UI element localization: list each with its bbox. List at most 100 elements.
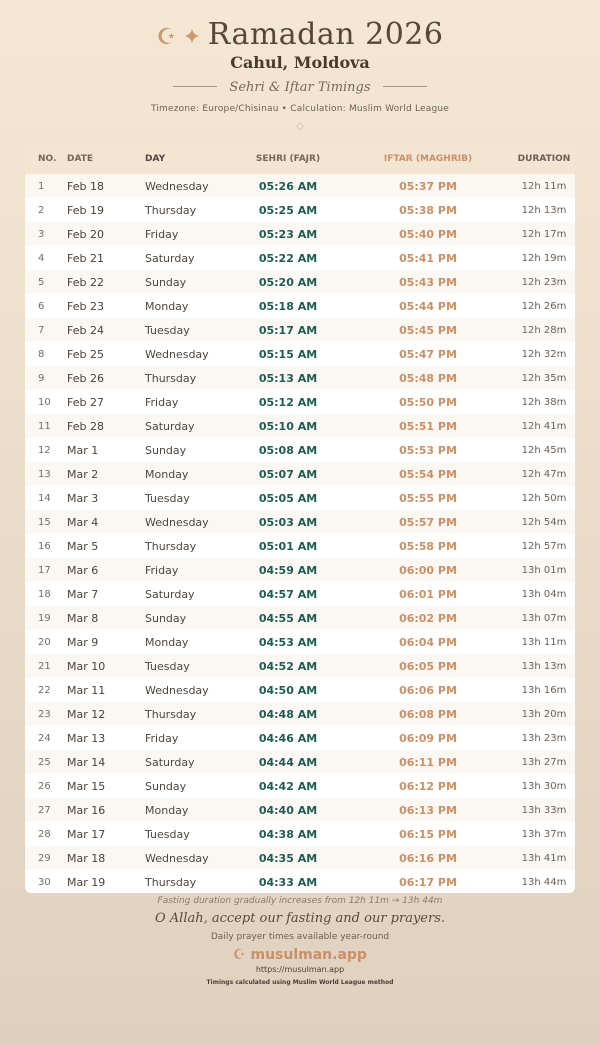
cell-date: Feb 20 [67,227,104,241]
dua-text: O Allah, accept our fasting and our pray… [154,911,446,926]
cell-iftar: 06:17 PM [399,875,457,889]
cell-date: Mar 8 [67,611,99,625]
cell-iftar: 05:43 PM [399,275,457,289]
cell-no: 15 [38,516,51,528]
cell-no: 21 [38,660,51,672]
cell-date: Mar 5 [67,539,99,553]
cell-date: Mar 10 [67,659,106,673]
cell-no: 11 [38,420,51,432]
cell-duration: 12h 45m [521,444,567,456]
cell-no: 24 [38,732,51,744]
cell-date: Feb 18 [67,179,104,193]
cell-iftar: 06:09 PM [399,731,457,745]
cell-no: 16 [38,540,51,552]
cell-date: Mar 7 [67,587,99,601]
cell-date: Mar 9 [67,635,99,649]
diamond-icon: ◇ [296,121,304,132]
duration-note: Fasting duration gradually increases fro… [157,896,443,906]
cell-iftar: 06:13 PM [399,803,457,817]
cell-duration: 12h 50m [521,492,567,504]
table-row: 29 Mar 18 Wednesday 04:35 AM 06:16 PM 13h 41m [25,846,575,870]
cell-iftar: 05:55 PM [399,491,457,505]
cell-no: 22 [38,684,51,696]
cell-date: Feb 26 [67,371,104,385]
cell-day: Wednesday [145,683,209,697]
page-title: ☪ ✦ Ramadan 2026 [0,20,600,51]
cell-date: Mar 17 [67,827,106,841]
table-row: 4 Feb 21 Saturday 05:22 AM 05:41 PM 12h 19m [25,246,575,270]
table-row: 19 Mar 8 Sunday 04:55 AM 06:02 PM 13h 07m [25,606,575,630]
cell-date: Feb 25 [67,347,104,361]
cell-sehri: 05:22 AM [258,251,318,265]
table-row: 17 Mar 6 Friday 04:59 AM 06:00 PM 13h 01m [25,558,575,582]
cell-iftar: 05:47 PM [399,347,457,361]
cell-day: Friday [145,731,179,745]
cell-day: Saturday [145,755,195,769]
cell-iftar: 06:05 PM [399,659,457,673]
timings-table: NO. DATE DAY SEHRI (FAJR) IFTAR (MAGHRIB) DUR… [25,143,575,893]
cell-duration: 13h 01m [521,564,567,576]
table-row: 9 Feb 26 Thursday 05:13 AM 05:48 PM 12h 35m [25,366,575,390]
table-row: 25 Mar 14 Saturday 04:44 AM 06:11 PM 13h 27m [25,750,575,774]
cell-date: Mar 18 [67,851,106,865]
cell-date: Mar 12 [67,707,106,721]
cell-sehri: 04:40 AM [258,803,318,817]
cell-no: 6 [38,300,45,312]
table-row: 20 Mar 9 Monday 04:53 AM 06:04 PM 13h 11m [25,630,575,654]
cell-day: Thursday [145,371,197,385]
city-name: Cahul, Moldova [230,53,370,72]
cell-no: 8 [38,348,45,360]
cell-duration: 12h 38m [521,396,567,408]
cell-day: Thursday [145,707,197,721]
cell-duration: 12h 47m [521,468,567,480]
cell-sehri: 04:48 AM [258,707,318,721]
table-row: 11 Feb 28 Saturday 05:10 AM 05:51 PM 12h 41m [25,414,575,438]
cell-date: Mar 6 [67,563,99,577]
cell-iftar: 05:40 PM [399,227,457,241]
cell-sehri: 05:25 AM [258,203,318,217]
cell-sehri: 05:18 AM [258,299,318,313]
cell-no: 26 [38,780,51,792]
cell-sehri: 05:05 AM [258,491,318,505]
cell-no: 7 [38,324,45,336]
cell-iftar: 05:38 PM [399,203,457,217]
table-row: 12 Mar 1 Sunday 05:08 AM 05:53 PM 12h 45m [25,438,575,462]
cell-date: Feb 22 [67,275,104,289]
cell-sehri: 04:59 AM [258,563,318,577]
cell-iftar: 05:48 PM [399,371,457,385]
cell-sehri: 04:44 AM [258,755,318,769]
cell-iftar: 05:37 PM [399,179,457,193]
cell-duration: 13h 13m [521,660,567,672]
cell-sehri: 05:15 AM [258,347,318,361]
cell-date: Mar 19 [67,875,106,889]
brand[interactable]: ☪ musulman.app [0,947,600,964]
website-link[interactable]: https://musulman.app [255,965,345,974]
cell-sehri: 04:53 AM [258,635,318,649]
table-row: 28 Mar 17 Tuesday 04:38 AM 06:15 PM 13h 37m [25,822,575,846]
cell-sehri: 05:03 AM [258,515,318,529]
cell-sehri: 05:17 AM [258,323,318,337]
cell-duration: 13h 37m [521,828,567,840]
table-row: 21 Mar 10 Tuesday 04:52 AM 06:05 PM 13h 13m [25,654,575,678]
cell-no: 18 [38,588,51,600]
cell-day: Sunday [145,275,187,289]
crescent-icon: ☪ [156,25,177,50]
cell-date: Feb 28 [67,419,104,433]
cell-iftar: 06:00 PM [399,563,457,577]
cell-no: 27 [38,804,51,816]
cell-sehri: 04:55 AM [258,611,318,625]
cell-duration: 12h 57m [521,540,567,552]
cell-sehri: 05:01 AM [258,539,318,553]
cell-date: Feb 23 [67,299,104,313]
cell-day: Thursday [145,875,197,889]
cell-sehri: 04:33 AM [258,875,318,889]
cell-iftar: 05:54 PM [399,467,457,481]
cell-sehri: 05:10 AM [258,419,318,433]
cell-no: 3 [38,228,45,240]
cell-duration: 12h 41m [521,420,567,432]
cell-sehri: 04:52 AM [258,659,318,673]
table-row: 3 Feb 20 Friday 05:23 AM 05:40 PM 12h 17m [25,222,575,246]
cell-sehri: 05:26 AM [258,179,318,193]
star-icon: ✦ [182,25,202,50]
cell-no: 25 [38,756,51,768]
